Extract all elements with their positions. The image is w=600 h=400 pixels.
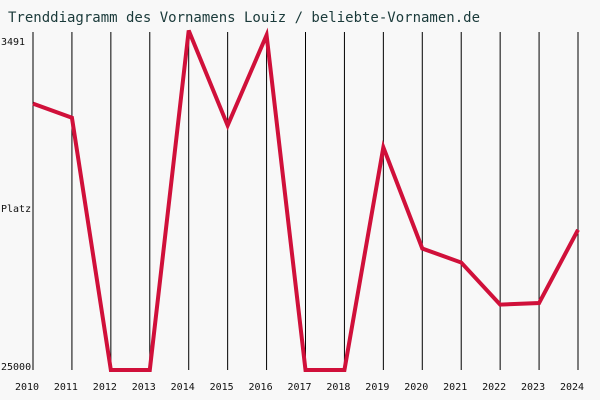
x-tick-label: 2014 xyxy=(171,382,195,393)
y-axis-label: Platz xyxy=(1,204,31,215)
x-tick-label: 2023 xyxy=(521,382,545,393)
x-tick-label: 2013 xyxy=(132,382,156,393)
y-tick-label: 3491 xyxy=(1,37,25,48)
x-tick-label: 2024 xyxy=(560,382,584,393)
x-tick-label: 2015 xyxy=(210,382,234,393)
x-tick-label: 2019 xyxy=(365,382,389,393)
x-tick-label: 2021 xyxy=(443,382,467,393)
chart-title: Trenddiagramm des Vornamens Louiz / beli… xyxy=(8,10,480,26)
y-tick-label: 25000 xyxy=(1,362,31,373)
x-tick-label: 2010 xyxy=(15,382,39,393)
x-tick-label: 2012 xyxy=(93,382,117,393)
x-tick-label: 2020 xyxy=(404,382,428,393)
x-tick-label: 2017 xyxy=(287,382,311,393)
x-tick-label: 2022 xyxy=(482,382,506,393)
data-line xyxy=(32,27,580,372)
x-tick-label: 2018 xyxy=(326,382,350,393)
x-tick-label: 2011 xyxy=(54,382,78,393)
x-tick-label: 2016 xyxy=(249,382,273,393)
